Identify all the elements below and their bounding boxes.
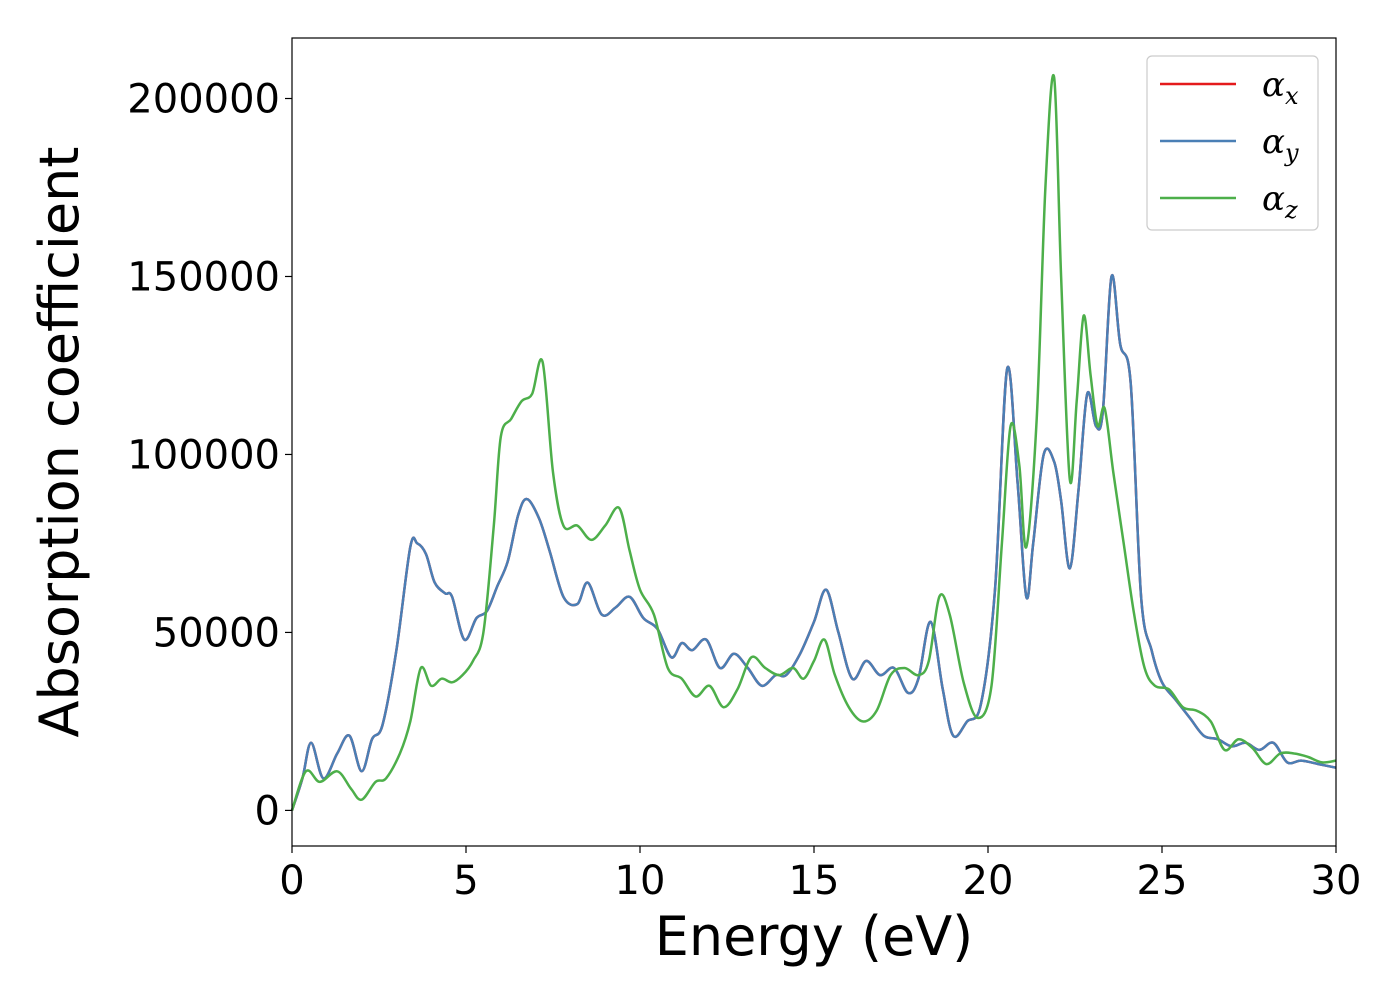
legend-label-z: αz — [1262, 179, 1298, 224]
x-axis: 0 5 10 15 20 25 30 — [279, 846, 1361, 904]
series-line-z — [290, 73, 1337, 811]
x-tick-label: 15 — [789, 858, 840, 904]
y-tick-label: 50000 — [153, 610, 280, 656]
y-tick-label: 150000 — [127, 254, 280, 300]
x-tick-label: 20 — [963, 858, 1014, 904]
legend: αx αy αz — [1146, 55, 1319, 231]
x-tick-label: 25 — [1137, 858, 1188, 904]
y-axis: 0 50000 100000 150000 200000 — [127, 77, 292, 834]
legend-label-x: αx — [1262, 65, 1299, 110]
legend-frame — [1146, 55, 1319, 231]
y-tick-label: 100000 — [127, 432, 280, 478]
x-tick-label: 10 — [615, 858, 666, 904]
y-tick-label: 200000 — [127, 77, 280, 123]
x-tick-label: 30 — [1311, 858, 1362, 904]
x-tick-label: 0 — [279, 858, 304, 904]
x-axis-title: Energy (eV) — [655, 905, 974, 968]
series-lines — [290, 73, 1337, 811]
legend-label-y: αy — [1262, 122, 1299, 167]
x-tick-label: 5 — [453, 858, 478, 904]
y-tick-label: 0 — [255, 788, 280, 834]
y-axis-title: Absorption coefficient — [28, 147, 91, 738]
series-line-y — [290, 273, 1337, 811]
